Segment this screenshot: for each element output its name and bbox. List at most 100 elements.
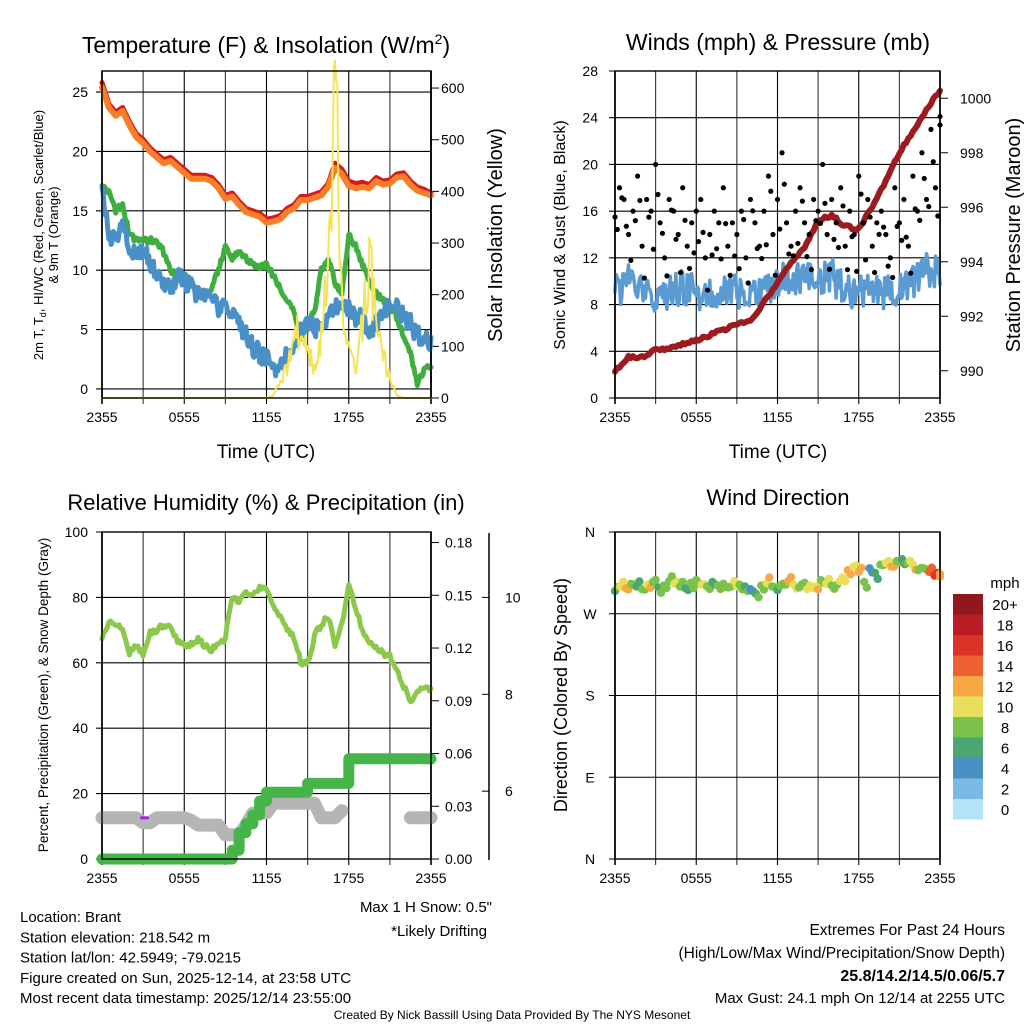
y2-tick-label: 990 [960, 363, 984, 379]
y2-tick-label: 300 [441, 235, 465, 251]
y3-tick-label: 6 [505, 783, 513, 799]
wind-direction-point [651, 575, 660, 585]
y-tick-label: W [583, 606, 597, 622]
x-tick-label: 1755 [843, 409, 874, 425]
gust-point [779, 150, 785, 156]
y-tick-label: 16 [582, 203, 598, 219]
colorbar-label: 12 [997, 679, 1014, 696]
y-axis-title-line2: & 9m T (Orange) [46, 186, 61, 283]
x-tick-label: 1755 [333, 870, 364, 886]
gust-point [797, 185, 803, 191]
y2-tick-label: 996 [960, 199, 984, 215]
plot-frame [614, 531, 941, 860]
gust-point [686, 265, 693, 272]
x-axis-title: Time (UTC) [729, 442, 828, 463]
wind-direction-point [862, 583, 872, 592]
y-tick-label: 20 [72, 143, 88, 159]
gust-point [680, 185, 686, 191]
y2-tick-label: 0.12 [445, 640, 472, 656]
y-tick-label: 24 [582, 110, 598, 126]
gust-point [817, 220, 824, 227]
gust-point [682, 217, 688, 223]
gust-point [630, 208, 636, 214]
gust-point [858, 191, 864, 197]
plot-frame [101, 70, 432, 399]
gust-point [711, 208, 717, 214]
x-tick-label: 2355 [86, 870, 117, 886]
y-tick-label: 80 [72, 589, 88, 605]
gust-point [808, 267, 814, 273]
chart-title: Winds (mph) & Pressure (mb) [626, 29, 930, 55]
gust-point [646, 214, 652, 220]
gust-point [639, 243, 645, 249]
y2-tick-label: 0.03 [445, 798, 472, 814]
series-relative-humidity [99, 582, 434, 705]
ylabel-part: 2m T, T [31, 317, 46, 360]
x-tick-label: 1155 [251, 870, 281, 886]
wind-direction-point [813, 585, 823, 594]
gust-point [908, 270, 914, 276]
x-tick-label: 2355 [86, 409, 117, 425]
gust-point [641, 275, 647, 281]
gust-point [770, 231, 776, 238]
wind-direction-point [678, 577, 687, 587]
y2-tick-label: 400 [441, 183, 465, 199]
colorbar-swatch [953, 655, 983, 676]
panel-0: 2355 0555 1155 1755 2355 0 5 10 15 20 25 0 100 200 300… [31, 31, 507, 463]
title-text: Temperature (F) & Insolation (W/m [82, 32, 435, 58]
y2-tick-label: 994 [960, 254, 984, 270]
colorbar-swatch [953, 676, 983, 697]
colorbar-label: 14 [997, 659, 1014, 676]
colorbar-label: 18 [997, 618, 1014, 635]
gust-point [844, 267, 851, 273]
y-tick-label: 40 [72, 720, 88, 736]
gust-point [903, 234, 909, 240]
gust-point [801, 220, 808, 226]
x-tick-label: 1755 [333, 409, 364, 425]
gust-point [691, 250, 697, 256]
gust-point [756, 243, 763, 249]
y2-tick-label: 1000 [960, 90, 991, 106]
y-tick-label: 28 [582, 63, 598, 79]
y-tick-label: 100 [65, 524, 89, 540]
gust-point [867, 214, 873, 220]
series-snow-depth [95, 796, 349, 842]
x-tick-label: 0555 [681, 409, 712, 425]
series-dewpoint [99, 183, 434, 389]
gust-point [928, 126, 934, 132]
gust-point [752, 220, 758, 226]
x-tick-label: 0555 [681, 870, 712, 886]
y-axis-title: Sonic Wind & Gust (Blue, Black) [552, 120, 569, 349]
chart-title: Wind Direction [706, 485, 849, 510]
y2-tick-label: 0.06 [445, 746, 472, 762]
gust-point [736, 266, 742, 272]
y-tick-label: 15 [72, 203, 88, 219]
colorbar-swatch [953, 799, 983, 820]
gust-point [792, 208, 799, 214]
credit-line: Created By Nick Bassill Using Data Provi… [334, 1008, 691, 1022]
gust-point [632, 218, 638, 224]
panel-1: 2355 0555 1155 1755 235504812162024289909929… [552, 29, 1024, 463]
gust-point [634, 173, 641, 179]
gust-point [777, 226, 783, 232]
wind-direction-point [873, 574, 882, 584]
y2-tick-label: 992 [960, 308, 984, 324]
ylabel-subscript: d [38, 312, 48, 317]
gust-point [881, 224, 887, 230]
x-tick-label: 2355 [924, 870, 955, 886]
y-tick-label: 60 [72, 655, 88, 671]
y-tick-label: E [585, 769, 594, 785]
plot-frame [101, 531, 432, 860]
footer-elevation: Station elevation: 218.542 m [20, 929, 210, 946]
x-tick-label: 2355 [599, 870, 630, 886]
colorbar-swatch [953, 614, 983, 635]
x-tick-label: 1155 [251, 409, 281, 425]
gust-point [914, 208, 921, 214]
gust-point [811, 196, 817, 203]
gust-point [614, 226, 620, 233]
gust-point [723, 221, 729, 227]
wind-direction-point [765, 573, 774, 582]
colorbar-label: 2 [1001, 782, 1009, 799]
gust-point [698, 196, 704, 203]
gust-point [865, 196, 871, 203]
